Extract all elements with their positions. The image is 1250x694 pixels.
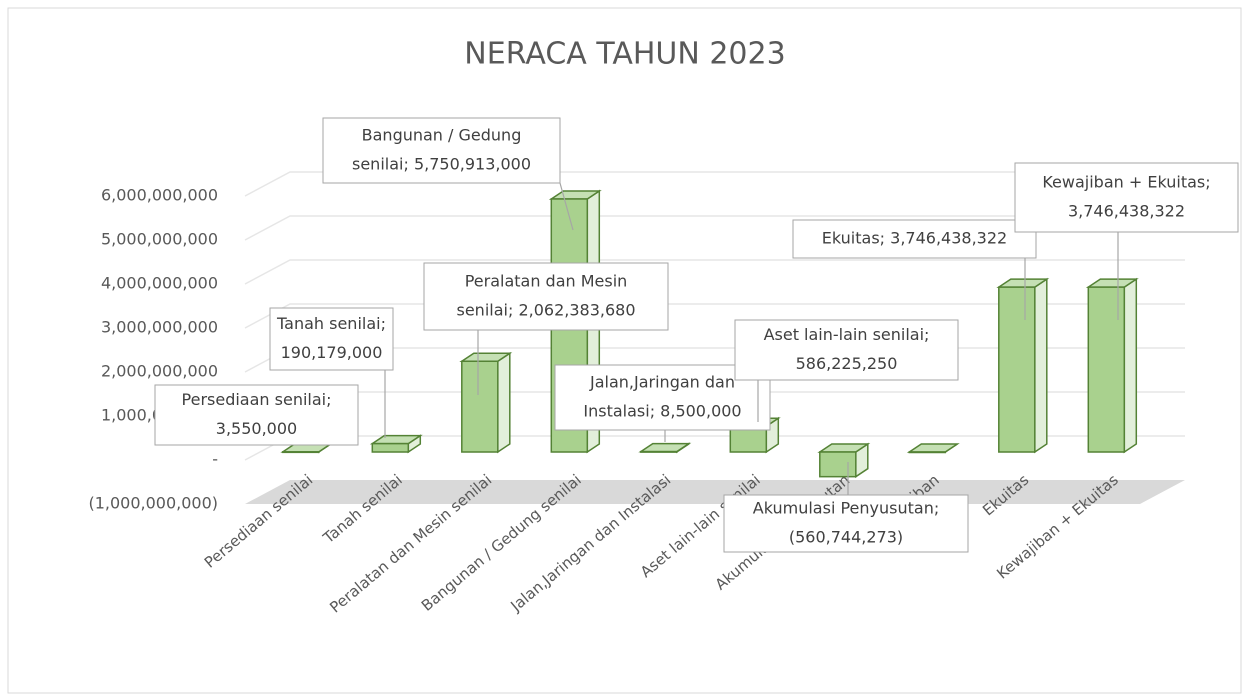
bar-side xyxy=(1034,277,1048,454)
data-label: (560,744,273) xyxy=(789,528,903,547)
data-label-box xyxy=(723,494,969,553)
bar xyxy=(729,425,768,453)
leader-line xyxy=(559,182,574,231)
data-label-box xyxy=(792,219,1037,259)
y-tick-label: 4,000,000,000 xyxy=(101,274,218,293)
bar xyxy=(998,286,1036,453)
bar xyxy=(461,360,499,453)
bar xyxy=(282,451,320,454)
data-label: Jalan,Jaringan dan xyxy=(589,373,735,392)
data-label: Bangunan / Gedung xyxy=(362,126,522,145)
data-label-box xyxy=(269,307,394,371)
data-label: Kewajiban + Ekuitas; xyxy=(1042,173,1210,192)
data-label: 3,746,438,322 xyxy=(1068,202,1185,221)
grid-line xyxy=(244,303,1185,329)
bar xyxy=(1087,286,1126,453)
data-label-box xyxy=(554,364,771,431)
y-tick-label: 3,000,000,000 xyxy=(101,318,218,337)
bar xyxy=(640,450,678,453)
data-label: Aset lain-lain senilai; xyxy=(764,325,930,344)
data-label-box xyxy=(1014,162,1239,233)
y-tick-label: (1,000,000,000) xyxy=(88,494,218,513)
chart-border xyxy=(7,7,1242,694)
data-label: Ekuitas; 3,746,438,322 xyxy=(822,229,1007,248)
bar xyxy=(908,451,947,454)
data-label: senilai; 2,062,383,680 xyxy=(457,301,636,320)
data-label: senilai; 5,750,913,000 xyxy=(352,155,531,174)
bar-side xyxy=(1123,277,1138,454)
grid-line xyxy=(244,215,1185,241)
grid-line xyxy=(244,171,1185,197)
data-label: 3,550,000 xyxy=(216,419,297,438)
bar xyxy=(819,451,857,478)
data-label-box xyxy=(154,384,359,446)
data-label: 586,225,250 xyxy=(796,354,898,373)
bar xyxy=(371,442,410,453)
y-tick-label: 2,000,000,000 xyxy=(101,362,218,381)
grid-line xyxy=(244,259,1185,285)
y-tick-label: - xyxy=(212,450,218,469)
chart-title: NERACA TAHUN 2023 xyxy=(464,37,785,72)
bar-side xyxy=(497,351,511,454)
y-tick-label: 6,000,000,000 xyxy=(101,186,218,205)
data-label-box xyxy=(734,319,959,381)
y-tick-label: 5,000,000,000 xyxy=(101,230,218,249)
data-label: Akumulasi Penyusutan; xyxy=(753,499,939,518)
data-label-box xyxy=(423,262,669,331)
data-label: Persediaan senilai; xyxy=(182,390,332,409)
data-label: Instalasi; 8,500,000 xyxy=(583,402,741,421)
data-label: Tanah senilai; xyxy=(276,314,386,333)
data-label-box xyxy=(322,117,561,184)
data-label: Peralatan dan Mesin xyxy=(465,272,628,291)
data-label: 190,179,000 xyxy=(281,343,383,362)
